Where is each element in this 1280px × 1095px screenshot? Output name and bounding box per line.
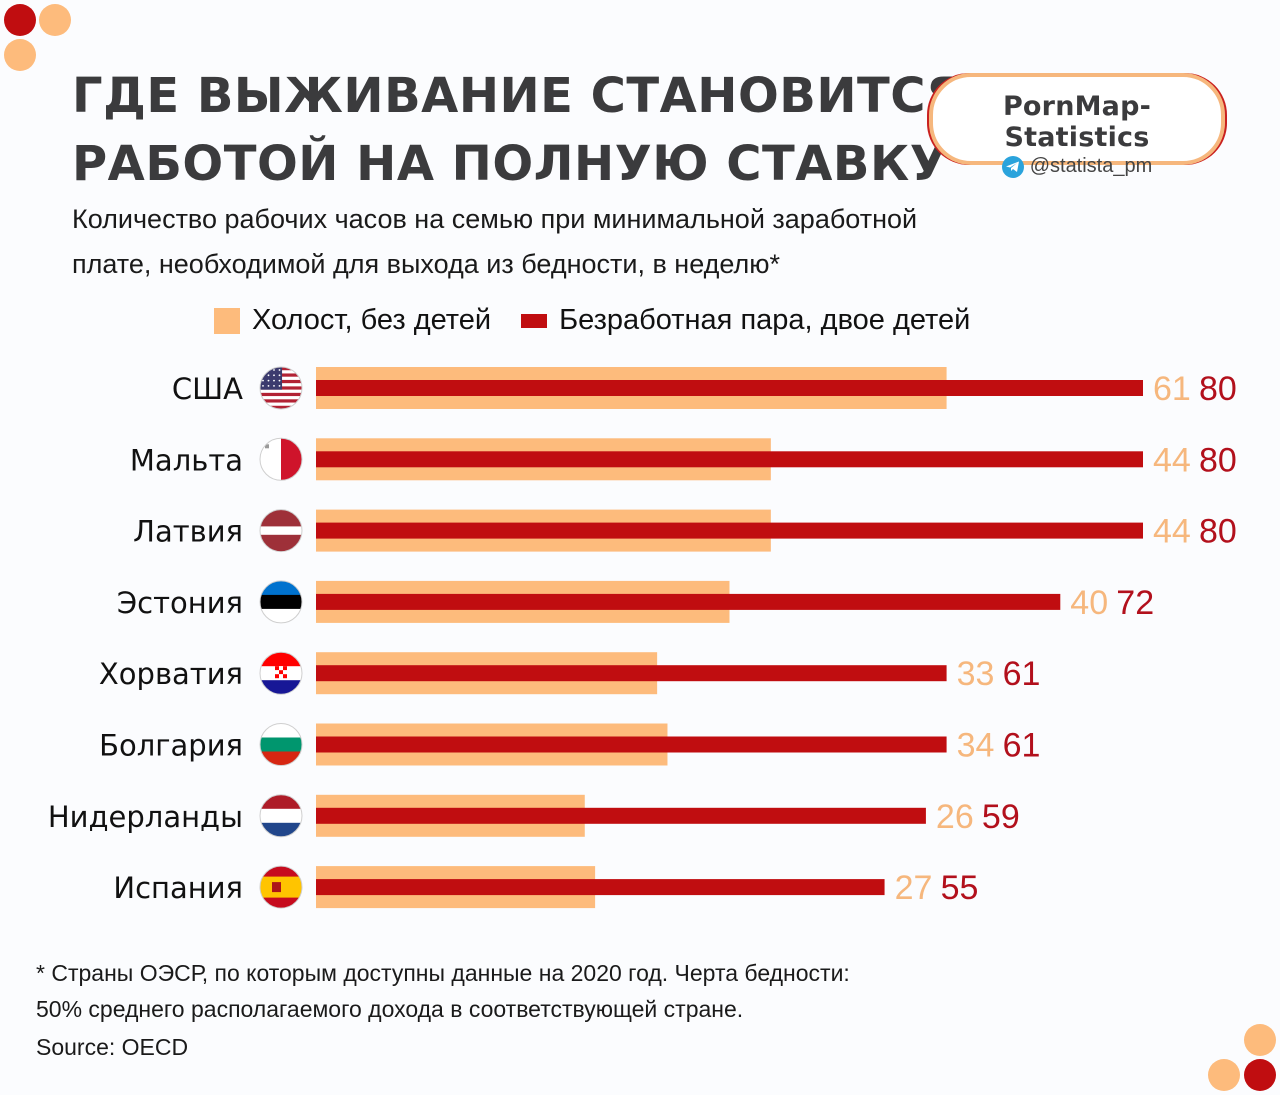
country-label: Нидерланды xyxy=(48,800,243,834)
page-title: ГДЕ ВЫЖИВАНИЕ СТАНОВИТСЯ РАБОТОЙ НА ПОЛН… xyxy=(72,62,963,198)
title-line-1: ГДЕ ВЫЖИВАНИЕ СТАНОВИТСЯ xyxy=(72,68,964,124)
flag-border xyxy=(259,723,303,766)
value-label-couple: 61 xyxy=(1003,655,1041,693)
country-label: Хорватия xyxy=(99,657,243,691)
country-label: Латвия xyxy=(133,515,243,549)
value-label-couple: 61 xyxy=(1003,727,1041,765)
footnote: * Страны ОЭСР, по которым доступны данны… xyxy=(36,955,850,1027)
bar-couple xyxy=(316,879,885,896)
value-label-single: 44 xyxy=(1153,441,1191,479)
subtitle-line-2: плате, необходимой для выхода из бедност… xyxy=(72,249,781,279)
decor-dot-orange xyxy=(4,39,36,71)
bar-couple xyxy=(316,593,1061,610)
value-label-single: 26 xyxy=(936,798,974,836)
value-label-single: 34 xyxy=(957,727,995,765)
flag-border xyxy=(259,865,303,909)
bar-couple xyxy=(316,380,1143,396)
value-label-couple: 80 xyxy=(1199,513,1237,551)
brand-badge: PornMap-Statistics @statista_pm xyxy=(929,73,1225,178)
value-label-couple: 55 xyxy=(941,869,979,907)
value-label-couple: 80 xyxy=(1199,441,1237,479)
country-label: Мальта xyxy=(130,443,243,477)
handle-text: @statista_pm xyxy=(1029,155,1153,177)
malta-flag-icon xyxy=(260,438,302,481)
flag-border xyxy=(259,366,303,410)
bar-couple xyxy=(316,522,1143,539)
flag-border xyxy=(259,509,303,553)
telegram-icon xyxy=(1001,155,1024,178)
value-label-couple: 80 xyxy=(1199,370,1237,408)
value-label-couple: 59 xyxy=(982,798,1020,836)
decor-dot-orange xyxy=(1208,1059,1240,1091)
netherlands-flag-icon xyxy=(260,794,302,837)
value-label-single: 27 xyxy=(895,869,933,907)
legend-item-couple: Безработная пара, двое детей xyxy=(521,304,970,337)
value-label-single: 33 xyxy=(957,655,995,693)
bar-couple xyxy=(316,665,947,682)
decor-dot-red xyxy=(4,4,36,36)
legend-item-single: Холост, без детей xyxy=(214,304,491,337)
decor-dot-orange xyxy=(39,4,71,36)
legend-swatch-single xyxy=(214,307,240,334)
legend-label-single: Холост, без детей xyxy=(252,304,492,336)
flag-border xyxy=(259,651,303,695)
flag-border xyxy=(259,437,303,481)
title-line-2: РАБОТОЙ НА ПОЛНУЮ СТАВКУ xyxy=(72,136,948,192)
flag-border xyxy=(259,580,303,624)
value-label-single: 44 xyxy=(1153,513,1191,551)
brand-name: PornMap-Statistics xyxy=(1002,91,1152,153)
footnote-line-1: * Страны ОЭСР, по которым доступны данны… xyxy=(36,960,850,986)
croatia-flag-icon xyxy=(260,652,302,695)
country-label: Болгария xyxy=(99,729,243,763)
bulgaria-flag-icon xyxy=(260,723,302,766)
brand-handle: @statista_pm xyxy=(933,155,1221,178)
spain-flag-icon xyxy=(260,866,302,909)
value-label-single: 61 xyxy=(1153,370,1191,408)
bar-couple xyxy=(316,736,947,753)
footnote-line-2: 50% среднего располагаемого дохода в соо… xyxy=(36,996,744,1022)
source-note: Source: OECD xyxy=(36,1034,189,1060)
value-label-single: 40 xyxy=(1070,584,1108,622)
bar-couple xyxy=(316,807,926,824)
decor-dot-red xyxy=(1244,1059,1276,1091)
country-label: Эстония xyxy=(117,586,243,620)
decor-dot-orange xyxy=(1244,1024,1276,1056)
legend: Холост, без детей Безработная пара, двое… xyxy=(214,304,1000,337)
estonia-flag-icon xyxy=(260,580,302,623)
country-label: Испания xyxy=(113,871,243,905)
latvia-flag-icon xyxy=(260,509,302,552)
flag-border xyxy=(259,794,303,838)
legend-label-couple: Безработная пара, двое детей xyxy=(559,304,971,336)
value-label-couple: 72 xyxy=(1116,584,1154,622)
bar-couple xyxy=(316,451,1143,468)
subtitle-line-1: Количество рабочих часов на семью при ми… xyxy=(72,204,918,234)
country-label: США xyxy=(172,372,243,406)
legend-swatch-couple xyxy=(521,313,548,328)
subtitle: Количество рабочих часов на семью при ми… xyxy=(72,197,1192,287)
